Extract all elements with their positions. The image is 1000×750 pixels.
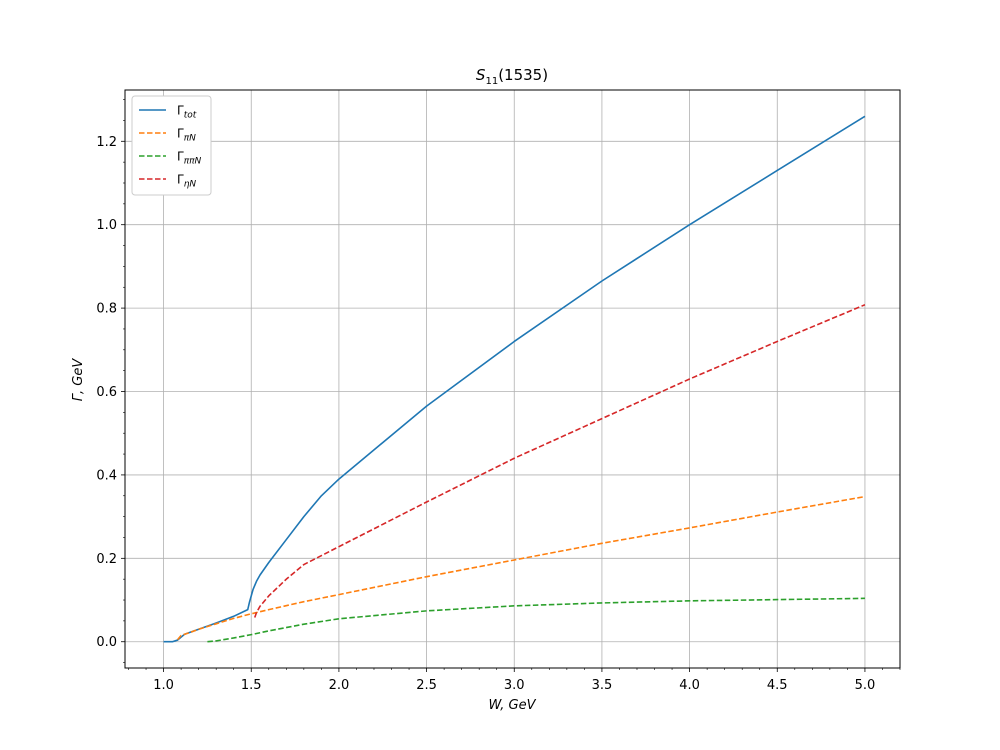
x-tick-label: 3.0	[504, 678, 525, 693]
y-tick-label: 0.4	[96, 468, 117, 483]
legend-label: ΓηN	[177, 173, 196, 190]
legend-label: ΓππN	[177, 150, 202, 167]
y-tick-label: 0.0	[96, 635, 117, 650]
series-line-ππN	[207, 597, 865, 643]
x-tick-label: 5.0	[855, 678, 876, 693]
x-tick-label: 1.0	[153, 678, 174, 693]
chart-title: S11(1535)	[476, 66, 548, 87]
series-line-πN	[176, 495, 866, 641]
x-tick-label: 3.5	[592, 678, 613, 693]
legend-label: ΓπN	[177, 127, 196, 144]
plot-frame	[124, 89, 901, 669]
legend-label: Γtot	[177, 104, 197, 121]
y-axis-label: Γ, GeV	[71, 358, 86, 402]
x-tick-label: 2.0	[329, 678, 350, 693]
x-tick-label: 2.5	[416, 678, 437, 693]
x-axis-label: W, GeV	[488, 698, 536, 713]
axis-ticks: 1.0 1.5 2.0 2.5 3.0 3.5 4.0 4.5 5.0 0.0 0.2 0.4 0.6 0…	[96, 99, 901, 693]
y-tick-label: 0.8	[96, 302, 117, 317]
legend-box	[131, 95, 212, 196]
y-tick-label: 1.0	[96, 218, 117, 233]
series-line-ηN	[253, 304, 866, 618]
y-tick-label: 1.2	[96, 135, 117, 150]
legend: Γtot ΓπN ΓππN ΓηN	[131, 95, 212, 196]
plot-series	[163, 115, 866, 643]
x-tick-label: 4.5	[767, 678, 788, 693]
grid-lines	[125, 90, 900, 668]
y-tick-label: 0.2	[96, 552, 117, 567]
y-tick-label: 0.6	[96, 385, 117, 400]
x-tick-label: 4.0	[679, 678, 700, 693]
x-tick-label: 1.5	[241, 678, 262, 693]
series-line-tot	[163, 115, 866, 643]
